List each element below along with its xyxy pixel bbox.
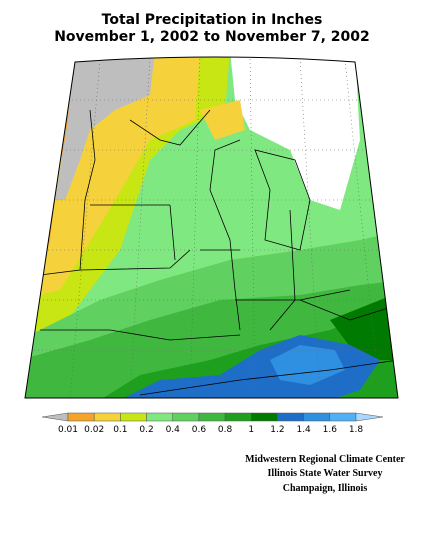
legend-label: 0.02 bbox=[84, 425, 104, 435]
legend-swatch bbox=[303, 412, 331, 422]
legend-swatch bbox=[224, 412, 252, 422]
legend-label: 0.8 bbox=[218, 425, 233, 435]
legend-swatch bbox=[120, 412, 147, 422]
legend-swatch bbox=[355, 412, 384, 422]
legend-label: 1 bbox=[248, 425, 254, 435]
legend-label: 0.4 bbox=[166, 425, 181, 435]
precipitation-map bbox=[25, 57, 398, 398]
legend-label: 0.01 bbox=[58, 425, 78, 435]
legend: 0.01 0.02 0.1 0.2 0.4 0.6 0.8 1 1.2 1.4 1.6 1.8 bbox=[41, 412, 384, 435]
legend-swatch bbox=[93, 412, 121, 422]
legend-swatch bbox=[172, 412, 200, 422]
legend-swatch bbox=[277, 412, 304, 422]
legend-swatch bbox=[329, 412, 357, 422]
credit-line: Midwestern Regional Climate Center bbox=[245, 454, 405, 465]
credit-line: Illinois State Water Survey bbox=[268, 468, 383, 479]
legend-label: 0.1 bbox=[113, 425, 127, 435]
legend-label: 1.4 bbox=[296, 425, 311, 435]
title-line-2: November 1, 2002 to November 7, 2002 bbox=[54, 29, 370, 45]
legend-label: 0.6 bbox=[192, 425, 207, 435]
credit-line: Champaign, Illinois bbox=[283, 483, 368, 494]
legend-swatch bbox=[251, 412, 278, 422]
legend-label: 1.8 bbox=[349, 425, 364, 435]
legend-swatch bbox=[198, 412, 226, 422]
legend-swatch bbox=[146, 412, 173, 422]
legend-label: 1.2 bbox=[270, 425, 284, 435]
legend-swatch bbox=[67, 412, 95, 422]
legend-swatch bbox=[41, 412, 69, 422]
title-line-1: Total Precipitation in Inches bbox=[102, 12, 323, 28]
map-frame bbox=[24, 56, 399, 399]
legend-label: 0.2 bbox=[139, 425, 153, 435]
legend-label: 1.6 bbox=[323, 425, 338, 435]
